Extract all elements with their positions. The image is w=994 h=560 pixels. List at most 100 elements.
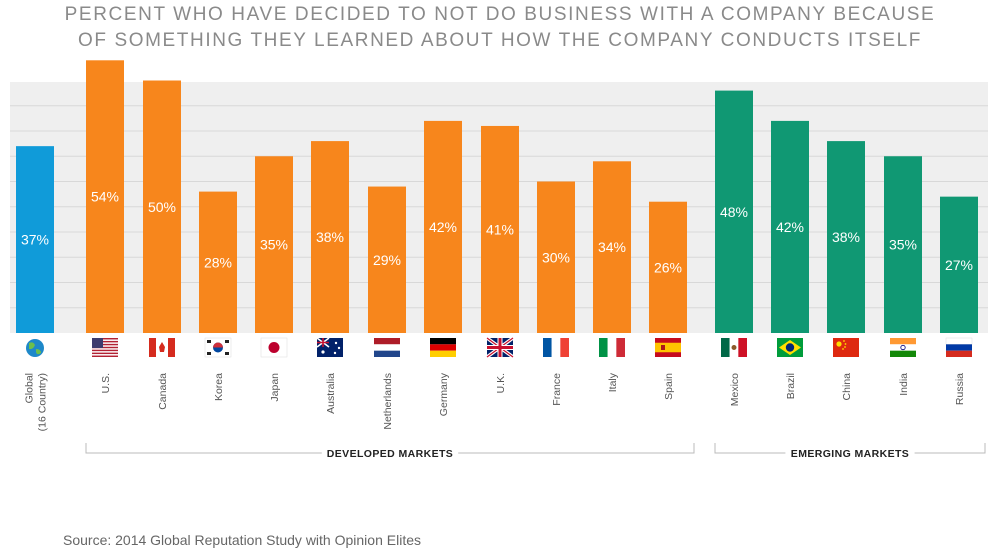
germany-flag-icon xyxy=(430,338,456,357)
category-label-line: Brazil xyxy=(785,373,797,399)
category-label: Germany xyxy=(438,372,450,416)
globe-icon xyxy=(26,339,44,357)
bar-value-label: 37% xyxy=(21,232,49,248)
category-label-line: Italy xyxy=(607,372,619,392)
france-flag-icon xyxy=(543,338,569,357)
russia-flag-icon xyxy=(945,337,973,357)
category-label-line: U.K. xyxy=(495,373,507,393)
category-label-line: Russia xyxy=(954,373,966,405)
bar xyxy=(537,181,575,333)
group-label: DEVELOPED MARKETS xyxy=(327,448,453,460)
bar xyxy=(368,186,406,333)
category-label: Global(16 Country) xyxy=(24,373,49,431)
bar xyxy=(649,201,687,333)
category-label: Australia xyxy=(325,373,337,414)
flag-icons xyxy=(26,336,973,359)
bar-value-label: 42% xyxy=(776,219,804,235)
chart-title-line-2: OF SOMETHING THEY LEARNED ABOUT HOW THE … xyxy=(78,30,922,51)
category-label-line: Mexico xyxy=(729,373,741,406)
category-label-line: (16 Country) xyxy=(37,373,49,431)
bar-value-label: 50% xyxy=(148,199,176,215)
bar xyxy=(143,80,181,333)
category-label-line: Spain xyxy=(663,373,675,400)
category-label: Netherlands xyxy=(382,373,394,430)
category-label-line: France xyxy=(551,373,563,406)
bar xyxy=(940,196,978,333)
group-brackets: DEVELOPED MARKETS EMERGING MARKETS xyxy=(85,443,986,460)
korea-flag-icon xyxy=(204,337,232,358)
category-label-line: Germany xyxy=(438,372,450,416)
brazil-flag-icon xyxy=(777,338,803,357)
bar-value-label: 41% xyxy=(486,221,514,237)
bar xyxy=(884,156,922,333)
china-flag-icon xyxy=(833,338,859,357)
uk-flag-icon xyxy=(485,336,515,359)
bar-value-label: 38% xyxy=(316,229,344,245)
us-flag-icon xyxy=(92,338,118,357)
bar xyxy=(715,90,753,333)
bar xyxy=(827,141,865,333)
category-label: Canada xyxy=(157,373,169,410)
bar-value-label: 26% xyxy=(654,259,682,275)
bracket-line-right xyxy=(914,443,986,454)
category-label: France xyxy=(551,373,563,406)
bar xyxy=(593,161,631,333)
category-label-line: Netherlands xyxy=(382,373,394,430)
bar-value-label: 35% xyxy=(889,237,917,253)
italy-flag-icon xyxy=(599,338,625,357)
bracket-line-left xyxy=(714,443,786,454)
india-flag-icon xyxy=(890,338,916,357)
bar-value-label: 42% xyxy=(429,219,457,235)
australia-flag-icon xyxy=(316,337,343,357)
bar-value-label: 54% xyxy=(91,189,119,205)
spain-flag-icon xyxy=(655,338,681,357)
bar-value-label: 48% xyxy=(720,204,748,220)
bar xyxy=(771,120,809,334)
group-bracket: EMERGING MARKETS xyxy=(714,443,986,460)
category-label: Italy xyxy=(607,372,619,392)
bar xyxy=(86,60,124,334)
category-label: U.K. xyxy=(495,373,507,393)
category-label: Spain xyxy=(663,373,675,400)
bar xyxy=(311,141,349,333)
bar xyxy=(255,156,293,333)
category-labels: Global(16 Country) U.S. Canada Korea Japan Au… xyxy=(24,372,967,431)
category-label: Japan xyxy=(269,373,281,402)
bar-value-label: 30% xyxy=(542,249,570,265)
bar-value-label: 34% xyxy=(598,239,626,255)
japan-flag-icon xyxy=(260,337,288,358)
mexico-flag-icon xyxy=(721,338,747,357)
category-label-line: China xyxy=(841,373,853,401)
bar xyxy=(424,120,462,334)
bar-value-label: 28% xyxy=(204,254,232,270)
bar xyxy=(199,191,237,333)
group-bracket: DEVELOPED MARKETS xyxy=(85,443,695,460)
category-label: India xyxy=(898,373,910,396)
category-label: U.S. xyxy=(100,373,112,393)
category-label-line: Canada xyxy=(157,373,169,410)
category-label: China xyxy=(841,373,853,401)
bar-value-label: 27% xyxy=(945,257,973,273)
bar xyxy=(16,146,54,333)
category-label-line: Japan xyxy=(269,373,281,402)
source-note: Source: 2014 Global Reputation Study wit… xyxy=(63,532,421,548)
category-label-line: Korea xyxy=(213,373,225,401)
category-label-line: Global xyxy=(24,373,36,403)
bar-value-label: 35% xyxy=(260,237,288,253)
category-label: Korea xyxy=(213,373,225,401)
category-label: Mexico xyxy=(729,373,741,406)
group-label: EMERGING MARKETS xyxy=(791,448,909,460)
canada-flag-icon xyxy=(149,338,175,357)
category-label-line: U.S. xyxy=(100,373,112,393)
bracket-line-left xyxy=(85,443,322,454)
netherlands-flag-icon xyxy=(374,338,400,357)
chart-title-line-1: PERCENT WHO HAVE DECIDED TO NOT DO BUSIN… xyxy=(65,4,936,25)
category-label: Russia xyxy=(954,373,966,405)
bar-value-label: 29% xyxy=(373,252,401,268)
bar-value-label: 38% xyxy=(832,229,860,245)
category-label-line: Australia xyxy=(325,373,337,414)
bar xyxy=(481,125,519,333)
category-label: Brazil xyxy=(785,373,797,399)
bars: 37% 54% 50% 28% 35% 38% 29% 42% 41% 30% 34% 26% 48% 4… xyxy=(16,60,978,334)
